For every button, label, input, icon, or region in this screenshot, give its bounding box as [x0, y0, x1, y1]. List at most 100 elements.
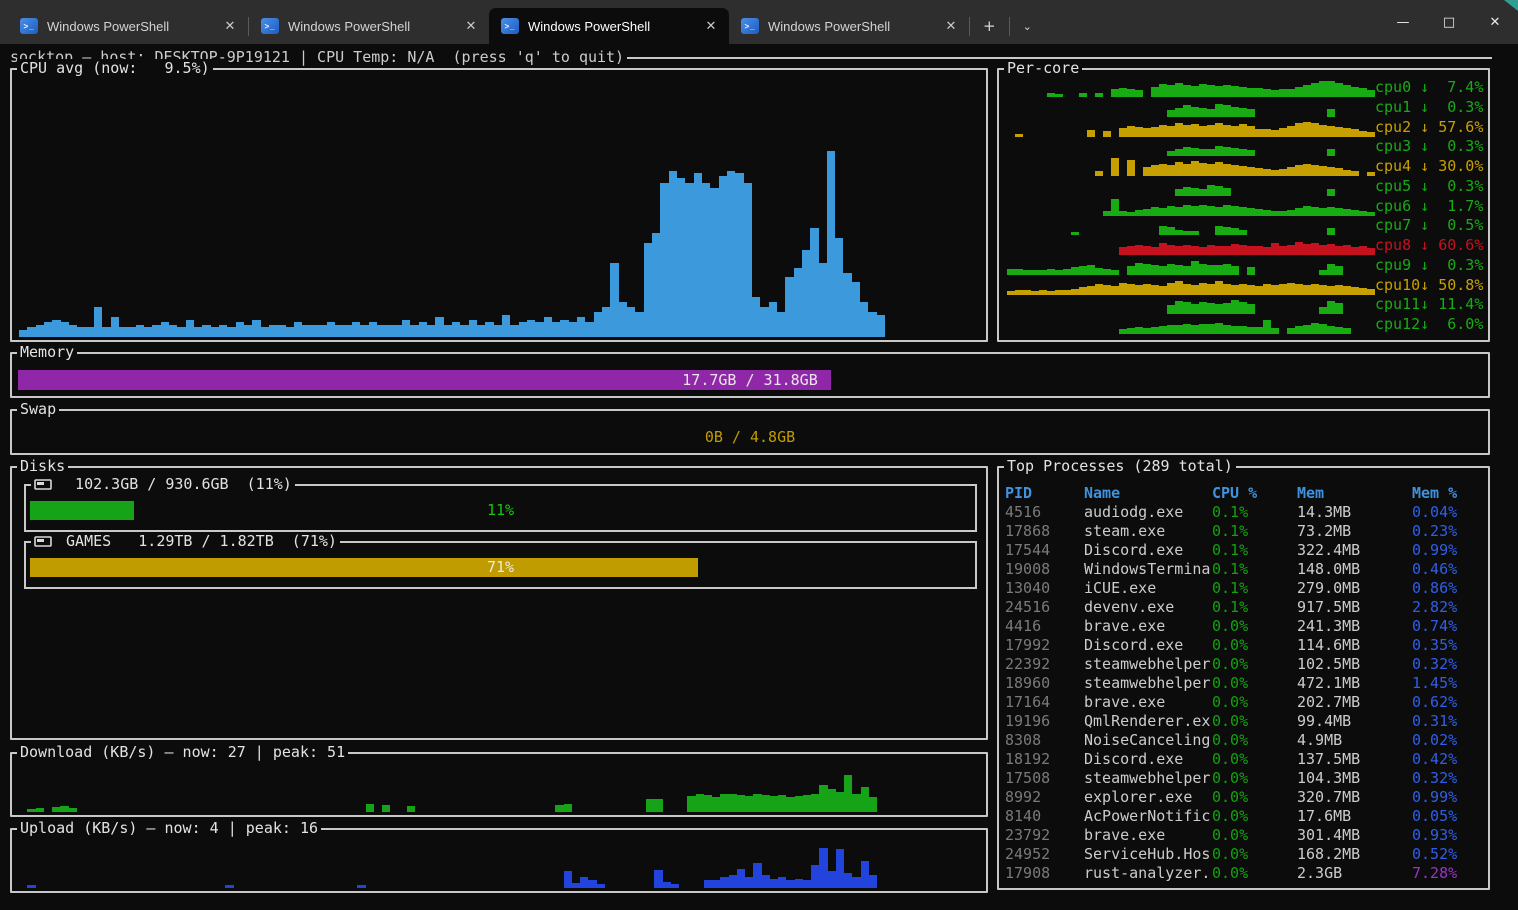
bar: [1335, 284, 1343, 295]
bar: [52, 807, 61, 812]
bar: [662, 882, 671, 888]
close-button[interactable]: ✕: [1489, 14, 1501, 30]
bar: [177, 327, 186, 337]
per-core-title: Per-core: [1004, 59, 1083, 78]
cell-mem: 168.2MB: [1297, 845, 1361, 863]
new-tab-button[interactable]: +: [983, 17, 996, 35]
process-row: 13040 iCUE.exe 0.1% 279.0MB 0.86%: [1005, 579, 1484, 598]
bar: [1191, 161, 1199, 176]
bar: [1319, 207, 1327, 216]
bar: [868, 797, 877, 812]
bar: [1239, 230, 1247, 236]
bar: [769, 796, 778, 812]
cell-mem: 99.4MB: [1297, 712, 1352, 730]
cell-pid: 4416: [1005, 617, 1042, 635]
bar: [1231, 106, 1239, 117]
bar: [1207, 85, 1215, 97]
cell-mem-pct: 0.31%: [1412, 712, 1458, 730]
bar: [1231, 228, 1239, 236]
bar: [1167, 263, 1175, 275]
powershell-icon: >_: [20, 18, 38, 34]
bar: [1215, 86, 1223, 97]
cell-name: WindowsTermina: [1084, 560, 1211, 578]
maximize-button[interactable]: □: [1442, 14, 1456, 30]
tab-powershell-4[interactable]: >_ Windows PowerShell ✕: [729, 8, 969, 44]
bar: [1231, 165, 1239, 176]
bar: [1143, 263, 1151, 275]
bar: [596, 884, 605, 888]
bar: [93, 307, 103, 337]
bar: [1079, 93, 1087, 97]
bar: [1199, 302, 1207, 315]
tab-close-icon[interactable]: ✕: [224, 18, 236, 33]
cell-mem-pct: 1.45%: [1412, 674, 1458, 692]
bar: [1175, 206, 1183, 216]
bar: [1183, 324, 1191, 334]
tab-bar: >_ Windows PowerShell ✕ >_ Windows Power…: [8, 8, 1045, 44]
bar: [1127, 283, 1135, 295]
cell-mem: 17.6MB: [1297, 807, 1352, 825]
bar: [819, 848, 828, 888]
bar: [753, 863, 762, 888]
bar: [60, 806, 69, 812]
bar: [1071, 288, 1079, 295]
bar: [1247, 88, 1255, 97]
disk-icon: [34, 479, 52, 490]
bar: [1207, 164, 1215, 176]
tab-close-icon[interactable]: ✕: [705, 18, 717, 33]
bar: [1263, 247, 1271, 255]
bar: [712, 880, 721, 888]
cell-pid: 8140: [1005, 807, 1042, 825]
bar: [19, 330, 28, 337]
bar: [1263, 283, 1271, 295]
cell-cpu-pct: 0.0%: [1212, 845, 1249, 863]
bar: [1159, 207, 1167, 216]
bar: [285, 327, 294, 337]
tab-close-icon[interactable]: ✕: [465, 18, 477, 33]
bar: [1127, 89, 1135, 97]
col-pid: PID: [1005, 484, 1033, 502]
tab-powershell-2[interactable]: >_ Windows PowerShell ✕: [249, 8, 489, 44]
tab-close-icon[interactable]: ✕: [945, 18, 957, 33]
bar: [1135, 327, 1143, 334]
bar: [1167, 125, 1175, 137]
bar: [735, 173, 744, 337]
bar: [720, 794, 729, 812]
tab-powershell-3-active[interactable]: >_ Windows PowerShell ✕: [489, 8, 729, 44]
tab-powershell-1[interactable]: >_ Windows PowerShell ✕: [8, 8, 248, 44]
bar: [851, 282, 861, 337]
bar: [1055, 94, 1063, 97]
bar: [1119, 88, 1127, 97]
bar: [835, 849, 844, 888]
cell-pid: 17544: [1005, 541, 1051, 559]
bar: [1327, 108, 1335, 117]
bar: [826, 151, 836, 337]
cell-mem: 2.3GB: [1297, 864, 1343, 882]
minimize-button[interactable]: —: [1396, 14, 1410, 30]
bar: [1319, 81, 1327, 97]
cpu-avg-panel: CPU avg (now: 9.5%): [10, 59, 988, 342]
bar: [1311, 83, 1319, 97]
bar: [327, 322, 336, 337]
bar: [1047, 268, 1055, 275]
bar: [260, 327, 269, 337]
bar: [27, 885, 36, 888]
core-row: cpu8 ↓ 60.6%: [1007, 236, 1483, 255]
chevron-down-icon[interactable]: ⌄: [1022, 19, 1032, 33]
bar: [235, 322, 244, 337]
bar: [751, 297, 761, 337]
bar: [1335, 246, 1343, 255]
cell-name: Discord.exe: [1084, 750, 1184, 768]
bar: [1167, 205, 1175, 216]
memory-gauge: 17.7GB / 31.8GB: [18, 370, 1482, 390]
bar: [1231, 284, 1239, 295]
bar: [1367, 131, 1375, 137]
bar: [1271, 284, 1279, 295]
terminal-screen[interactable]: socktop — host: DESKTOP-9P19121 | CPU Te…: [0, 44, 1518, 910]
bar: [1319, 269, 1327, 275]
bar: [1255, 208, 1263, 216]
cell-pid: 19196: [1005, 712, 1051, 730]
bar: [1287, 89, 1295, 97]
bar: [52, 320, 61, 337]
